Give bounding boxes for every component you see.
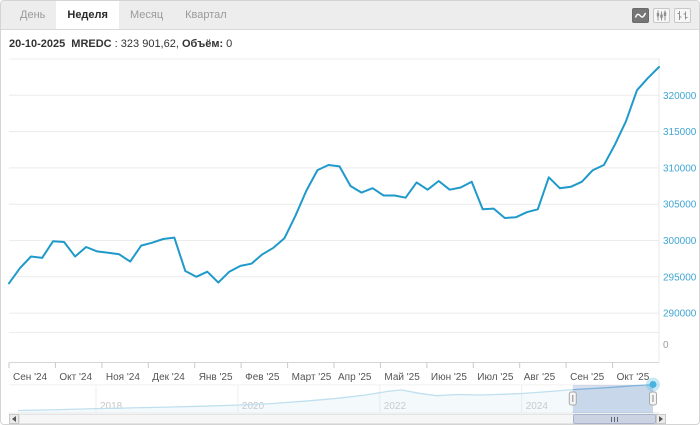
svg-text:0: 0 bbox=[663, 340, 669, 351]
ohlc-chart-button[interactable] bbox=[674, 8, 691, 23]
svg-text:315000: 315000 bbox=[663, 127, 697, 138]
navigator-line-series bbox=[17, 383, 654, 412]
period-tabbar: День Неделя Месяц Квартал bbox=[1, 1, 699, 30]
navigator-year-label: 2020 bbox=[242, 401, 265, 412]
navigator-area-fill bbox=[18, 384, 653, 413]
quote-date: 20-10-2025 bbox=[9, 38, 66, 50]
svg-text:Май '25: Май '25 bbox=[384, 372, 420, 383]
plot-area[interactable] bbox=[9, 58, 659, 363]
svg-text:300000: 300000 bbox=[663, 236, 697, 247]
scroll-left-button[interactable] bbox=[9, 414, 19, 424]
svg-text:Апр '25: Апр '25 bbox=[338, 372, 372, 383]
arrow-left-icon bbox=[12, 416, 16, 422]
separator: : bbox=[111, 38, 121, 50]
navigator-handle-right[interactable] bbox=[649, 391, 657, 406]
tab-week[interactable]: Неделя bbox=[56, 1, 119, 29]
x-axis: Сен '24 Окт '24 Ноя '24 Дек '24 Янв '25 Фев '… bbox=[8, 362, 659, 383]
line-chart-icon bbox=[635, 12, 646, 18]
navigator-handle-left[interactable] bbox=[568, 391, 577, 406]
navigator-year-label: 2018 bbox=[100, 401, 123, 412]
svg-text:Авг '25: Авг '25 bbox=[524, 372, 556, 383]
last-price: 323 901,62 bbox=[120, 38, 176, 50]
svg-text:Окт '24: Окт '24 bbox=[59, 372, 92, 383]
y-axis-labels: 320000 315000 310000 305000 300000 295000 2900… bbox=[663, 91, 697, 351]
svg-text:Сен '25: Сен '25 bbox=[570, 372, 605, 383]
svg-text:Ноя '24: Ноя '24 bbox=[106, 372, 140, 383]
navigator-year-label: 2022 bbox=[384, 401, 407, 412]
tab-month[interactable]: Месяц bbox=[129, 9, 164, 21]
tab-quarter[interactable]: Квартал bbox=[185, 9, 227, 21]
svg-text:Сен '24: Сен '24 bbox=[13, 372, 48, 383]
svg-text:Март '25: Март '25 bbox=[292, 372, 332, 383]
navigator-unselected-mask bbox=[9, 385, 573, 413]
chart-type-buttons bbox=[632, 8, 691, 23]
svg-text:Июн '25: Июн '25 bbox=[431, 372, 467, 383]
svg-text:320000: 320000 bbox=[663, 91, 697, 102]
navigator-selection-overlay[interactable] bbox=[572, 385, 653, 413]
delimiter: , bbox=[175, 38, 182, 50]
navigator-year-label: 2024 bbox=[526, 401, 549, 412]
svg-text:310000: 310000 bbox=[663, 163, 697, 174]
svg-text:290000: 290000 bbox=[663, 309, 697, 320]
svg-text:Окт '25: Окт '25 bbox=[617, 372, 650, 383]
svg-text:295000: 295000 bbox=[663, 272, 697, 283]
tab-day[interactable]: День bbox=[20, 9, 46, 21]
candlestick-icon bbox=[656, 10, 667, 21]
ohlc-bars-icon bbox=[677, 11, 688, 20]
line-chart-button[interactable] bbox=[632, 8, 649, 23]
svg-text:Фев '25: Фев '25 bbox=[245, 372, 280, 383]
ticker-symbol: MREDC bbox=[71, 38, 112, 50]
navigator: 2018 2020 2022 2024 bbox=[9, 377, 660, 414]
volume-value: 0 bbox=[226, 38, 233, 50]
arrow-right-icon bbox=[659, 416, 663, 422]
scrollbar-thumb[interactable] bbox=[572, 414, 656, 424]
svg-text:Июл '25: Июл '25 bbox=[477, 372, 514, 383]
candlestick-chart-button[interactable] bbox=[653, 8, 670, 23]
scroll-right-button[interactable] bbox=[656, 414, 666, 424]
quote-infoline: 20-10-2025 MREDC : 323 901,62, Объём: 0 bbox=[1, 30, 699, 50]
scrollbar-track[interactable] bbox=[19, 414, 656, 424]
navigator-scrollbar bbox=[9, 414, 666, 424]
svg-text:305000: 305000 bbox=[663, 200, 697, 211]
volume-label: Объём: bbox=[181, 38, 224, 50]
svg-text:Янв '25: Янв '25 bbox=[199, 372, 233, 383]
svg-text:Дек '24: Дек '24 bbox=[152, 372, 185, 383]
